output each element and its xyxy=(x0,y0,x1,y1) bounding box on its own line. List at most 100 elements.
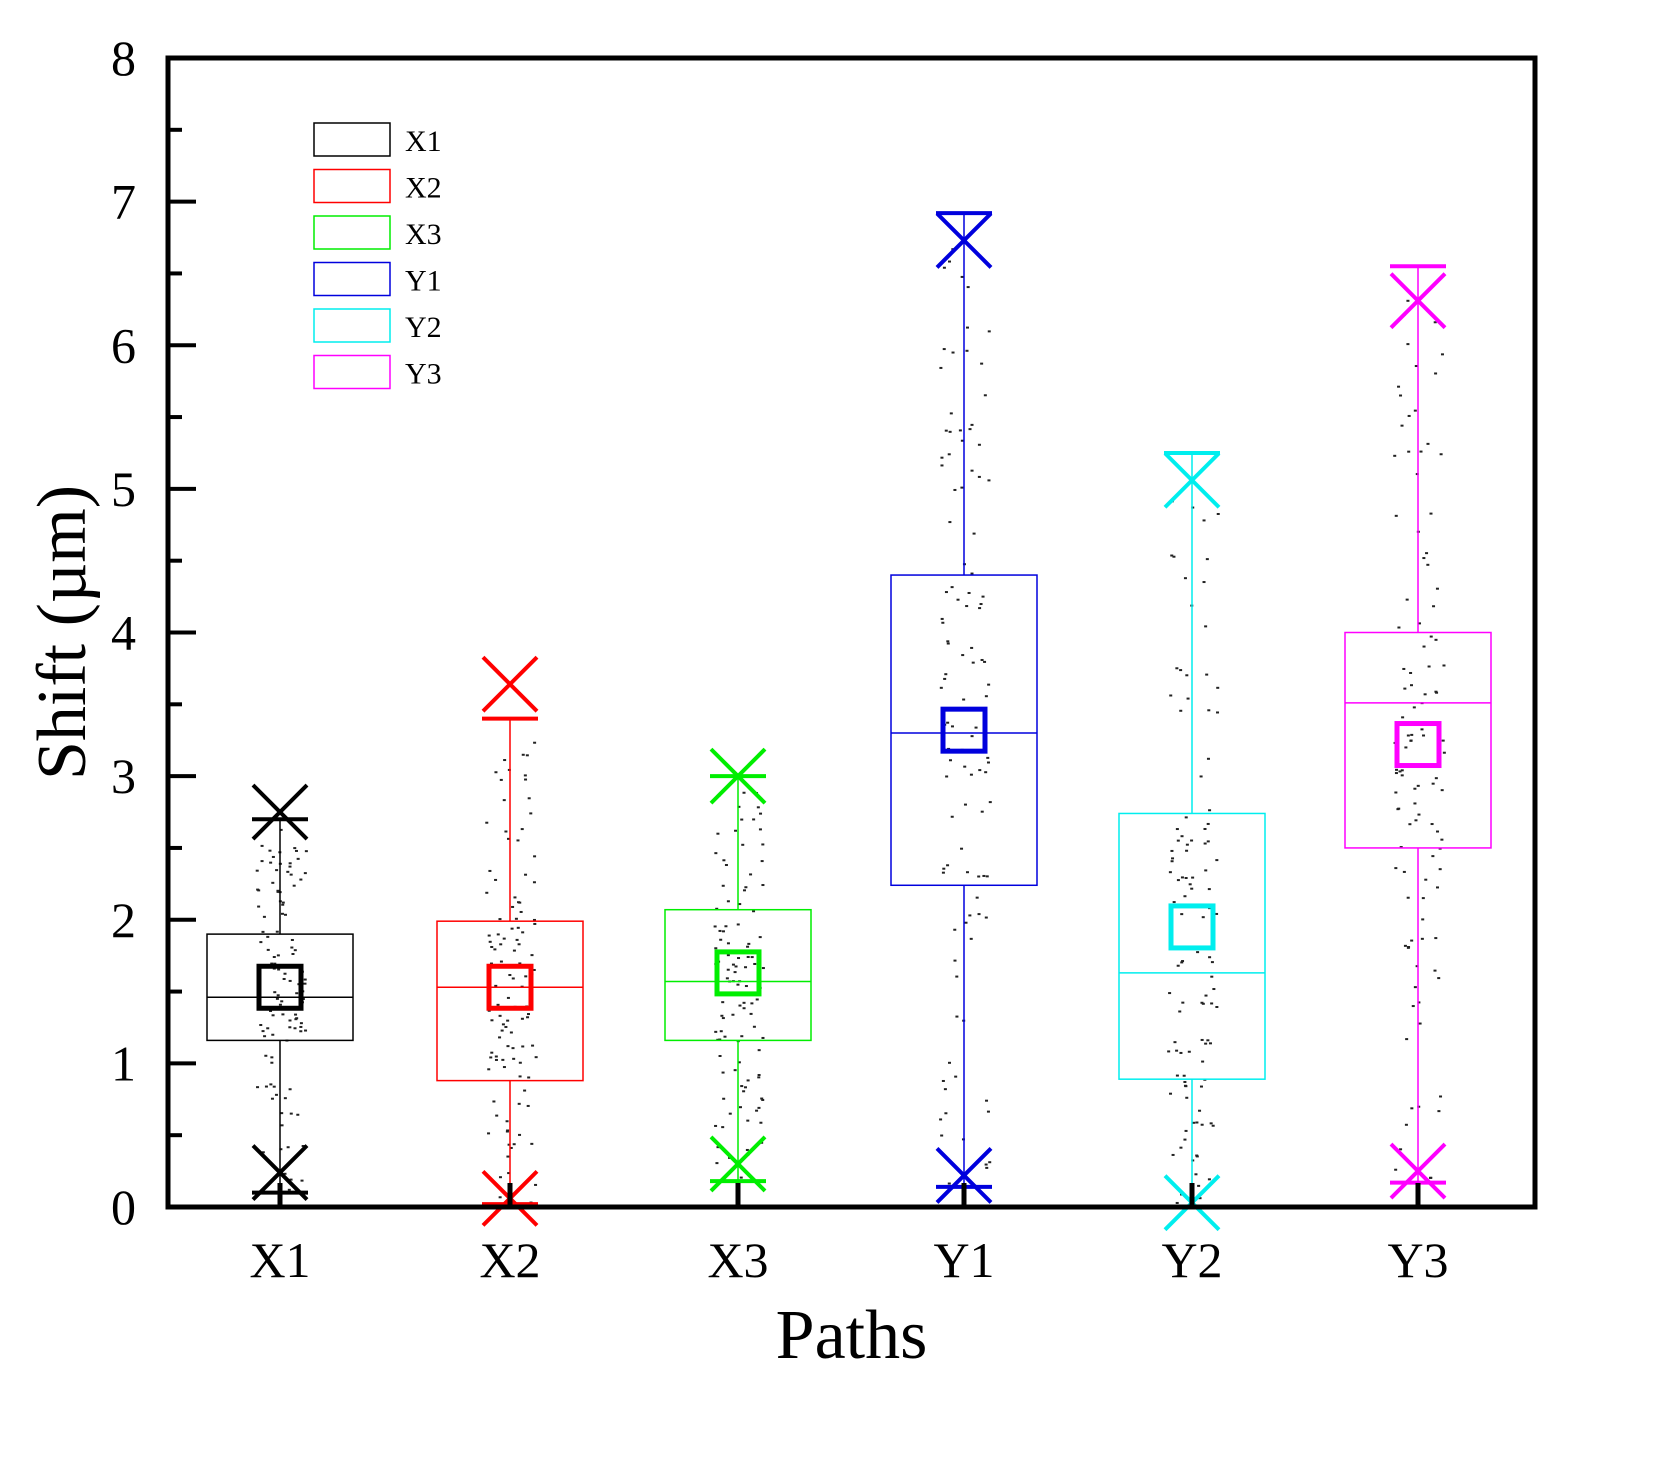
data-point xyxy=(290,946,294,949)
data-point xyxy=(1171,1153,1175,1156)
data-point xyxy=(518,1061,522,1064)
data-point xyxy=(752,1025,756,1028)
data-point xyxy=(726,954,730,957)
data-point xyxy=(1402,667,1406,670)
data-point xyxy=(1424,878,1428,881)
data-point xyxy=(745,1148,749,1151)
data-point xyxy=(498,1036,502,1039)
data-point xyxy=(974,726,978,729)
data-point xyxy=(490,1051,494,1054)
data-point xyxy=(746,1119,750,1122)
data-point xyxy=(283,972,287,975)
data-point xyxy=(504,830,508,833)
data-point xyxy=(1394,772,1398,775)
data-point xyxy=(1188,883,1192,886)
data-point xyxy=(519,910,523,913)
data-point xyxy=(494,984,498,987)
data-point xyxy=(983,660,987,663)
data-point xyxy=(261,1151,265,1154)
data-point xyxy=(1175,667,1179,670)
data-point xyxy=(271,855,275,858)
data-point xyxy=(494,1055,498,1058)
data-point xyxy=(1203,842,1207,845)
y-tick-label: 5 xyxy=(111,461,136,517)
data-point xyxy=(1407,450,1411,453)
data-point xyxy=(1428,1176,1432,1179)
data-point xyxy=(487,1068,491,1071)
data-point xyxy=(494,771,498,774)
data-point xyxy=(953,928,957,931)
data-point xyxy=(283,1172,287,1175)
data-point xyxy=(1181,960,1185,963)
data-point xyxy=(1410,1107,1414,1110)
data-point xyxy=(505,1120,509,1123)
data-point xyxy=(1208,1042,1212,1045)
data-point xyxy=(485,891,489,894)
data-point xyxy=(1192,1121,1196,1124)
data-point xyxy=(271,1014,275,1017)
data-point xyxy=(499,778,503,781)
data-point xyxy=(296,1113,300,1116)
data-point xyxy=(968,914,972,917)
data-point xyxy=(1425,552,1429,555)
data-point xyxy=(1416,784,1420,787)
data-point xyxy=(939,366,943,369)
data-point xyxy=(1184,1085,1188,1088)
data-point xyxy=(1396,808,1400,811)
y-axis-title: Shift (µm) xyxy=(24,485,101,780)
data-point xyxy=(1176,964,1180,967)
data-point xyxy=(1191,876,1195,879)
data-point xyxy=(969,937,973,940)
x-tick-label: Y1 xyxy=(933,1232,994,1288)
data-point xyxy=(1216,711,1220,714)
data-point xyxy=(534,1056,538,1059)
data-point xyxy=(960,275,964,278)
data-point xyxy=(269,1009,273,1012)
data-point xyxy=(746,945,750,948)
data-point xyxy=(303,872,307,875)
data-point xyxy=(955,1015,959,1018)
data-point xyxy=(1422,645,1426,648)
data-point xyxy=(965,871,969,874)
data-point xyxy=(263,1035,267,1038)
y-tick-label: 0 xyxy=(111,1179,136,1235)
max-marker xyxy=(1163,451,1221,509)
legend-label: Y3 xyxy=(405,358,442,391)
data-point xyxy=(516,926,520,929)
data-point xyxy=(490,1019,494,1022)
data-point xyxy=(947,453,951,456)
data-point xyxy=(492,1100,496,1103)
data-point xyxy=(256,1086,260,1089)
data-point xyxy=(946,721,950,724)
data-point xyxy=(759,1121,763,1124)
data-point xyxy=(738,903,742,906)
data-point xyxy=(503,759,507,762)
data-point xyxy=(286,870,290,873)
legend-swatch xyxy=(313,261,391,297)
data-point xyxy=(944,673,948,676)
data-point xyxy=(288,1019,292,1022)
data-point xyxy=(520,828,524,831)
data-point xyxy=(757,1049,761,1052)
data-point xyxy=(512,1057,516,1060)
data-point xyxy=(953,959,957,962)
data-point xyxy=(967,591,971,594)
data-point xyxy=(1199,775,1203,778)
data-point xyxy=(941,1079,945,1082)
data-point xyxy=(755,998,759,1001)
data-point xyxy=(719,1030,723,1033)
data-point xyxy=(950,586,954,589)
iqr-box xyxy=(890,574,1038,887)
data-point xyxy=(495,1114,499,1117)
data-point xyxy=(1211,1124,1215,1127)
max-marker-stroke xyxy=(251,783,309,841)
data-point xyxy=(530,954,534,957)
data-point xyxy=(498,1176,502,1179)
data-point xyxy=(278,1003,282,1006)
data-point xyxy=(512,949,516,952)
data-point xyxy=(506,1129,510,1132)
data-point xyxy=(1206,757,1210,760)
data-point xyxy=(1439,1095,1443,1098)
data-point xyxy=(1206,822,1210,825)
data-point xyxy=(951,351,955,354)
